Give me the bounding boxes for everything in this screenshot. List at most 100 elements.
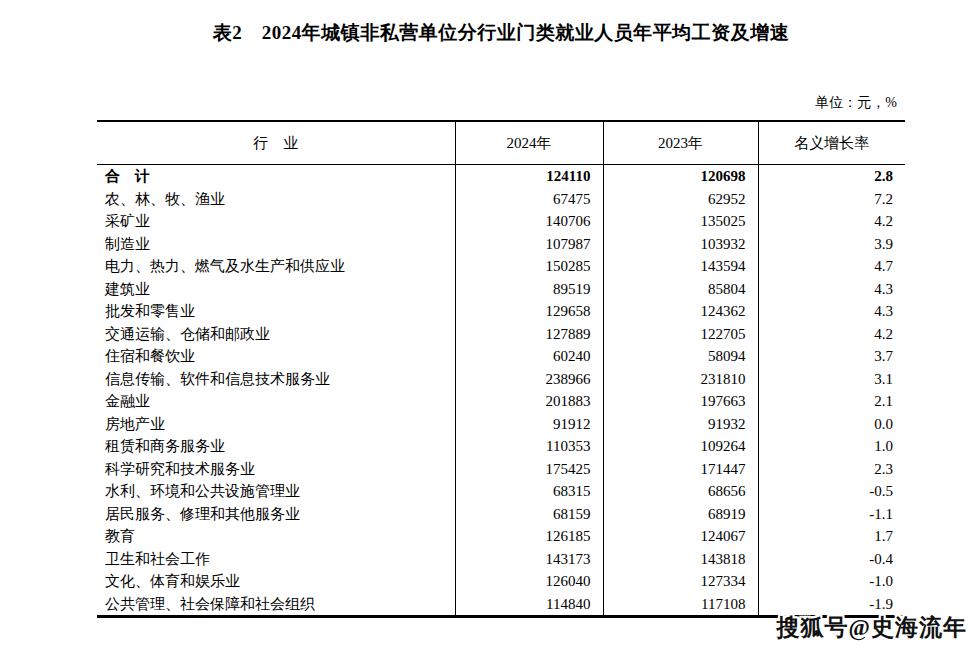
unit-note: 单位：元，% (97, 94, 897, 112)
page-root: { "page": { "title": "表2 2024年城镇非私营单位分行业… (0, 0, 969, 655)
table-body: 合 计 124110 120698 2.8 农、林、牧、渔业 67475 629… (97, 165, 905, 617)
value-2024-cell: 150285 (455, 255, 603, 278)
table-row: 卫生和社会工作 143173 143818 -0.4 (97, 548, 905, 571)
value-2024-cell: 143173 (455, 548, 603, 571)
table-row: 信息传输、软件和信息技术服务业 238966 231810 3.1 (97, 368, 905, 391)
table-row: 合 计 124110 120698 2.8 (97, 165, 905, 188)
wage-table: 行 业 2024年 2023年 名义增长率 合 计 124110 120698 … (97, 120, 905, 618)
growth-rate-cell: 4.2 (758, 323, 905, 346)
table-row: 采矿业 140706 135025 4.2 (97, 210, 905, 233)
growth-rate-cell: -1.1 (758, 503, 905, 526)
value-2024-cell: 60240 (455, 345, 603, 368)
growth-rate-cell: -0.4 (758, 548, 905, 571)
value-2024-cell: 126185 (455, 525, 603, 548)
growth-rate-cell: -1.0 (758, 570, 905, 593)
value-2024-cell: 140706 (455, 210, 603, 233)
table-row: 居民服务、修理和其他服务业 68159 68919 -1.1 (97, 503, 905, 526)
value-2024-cell: 127889 (455, 323, 603, 346)
value-2023-cell: 68656 (603, 480, 758, 503)
industry-name-cell: 电力、热力、燃气及水生产和供应业 (97, 255, 455, 278)
industry-name-cell: 水利、环境和公共设施管理业 (97, 480, 455, 503)
growth-rate-cell: 2.1 (758, 390, 905, 413)
value-2024-cell: 129658 (455, 300, 603, 323)
value-2023-cell: 124067 (603, 525, 758, 548)
table-row: 建筑业 89519 85804 4.3 (97, 278, 905, 301)
column-header-growth: 名义增长率 (758, 121, 905, 165)
value-2023-cell: 68919 (603, 503, 758, 526)
industry-name-cell: 建筑业 (97, 278, 455, 301)
table-row: 教育 126185 124067 1.7 (97, 525, 905, 548)
growth-rate-cell: 1.0 (758, 435, 905, 458)
growth-rate-cell: 4.7 (758, 255, 905, 278)
growth-rate-cell: 4.3 (758, 278, 905, 301)
table-row: 农、林、牧、渔业 67475 62952 7.2 (97, 188, 905, 211)
table-row: 文化、体育和娱乐业 126040 127334 -1.0 (97, 570, 905, 593)
value-2024-cell: 114840 (455, 593, 603, 617)
growth-rate-cell: 2.8 (758, 165, 905, 188)
industry-name-cell: 教育 (97, 525, 455, 548)
industry-name-cell: 信息传输、软件和信息技术服务业 (97, 368, 455, 391)
column-header-2024: 2024年 (455, 121, 603, 165)
table-row: 批发和零售业 129658 124362 4.3 (97, 300, 905, 323)
value-2024-cell: 68159 (455, 503, 603, 526)
industry-name-cell: 金融业 (97, 390, 455, 413)
industry-name-cell: 房地产业 (97, 413, 455, 436)
table-row: 租赁和商务服务业 110353 109264 1.0 (97, 435, 905, 458)
growth-rate-cell: 0.0 (758, 413, 905, 436)
industry-name-cell: 农、林、牧、渔业 (97, 188, 455, 211)
value-2023-cell: 231810 (603, 368, 758, 391)
value-2023-cell: 103932 (603, 233, 758, 256)
industry-name-cell: 公共管理、社会保障和社会组织 (97, 593, 455, 617)
table-row: 交通运输、仓储和邮政业 127889 122705 4.2 (97, 323, 905, 346)
growth-rate-cell: 3.1 (758, 368, 905, 391)
value-2024-cell: 67475 (455, 188, 603, 211)
table-row: 制造业 107987 103932 3.9 (97, 233, 905, 256)
value-2023-cell: 85804 (603, 278, 758, 301)
watermark-text: 搜狐号@史海流年 (777, 612, 967, 643)
growth-rate-cell: 4.2 (758, 210, 905, 233)
page-title: 表2 2024年城镇非私营单位分行业门类就业人员年平均工资及增速 (97, 20, 905, 46)
value-2023-cell: 117108 (603, 593, 758, 617)
value-2023-cell: 127334 (603, 570, 758, 593)
value-2023-cell: 62952 (603, 188, 758, 211)
industry-name-cell: 制造业 (97, 233, 455, 256)
value-2023-cell: 143818 (603, 548, 758, 571)
growth-rate-cell: 1.7 (758, 525, 905, 548)
column-header-industry: 行 业 (97, 121, 455, 165)
column-header-2023: 2023年 (603, 121, 758, 165)
industry-name-cell: 批发和零售业 (97, 300, 455, 323)
value-2024-cell: 126040 (455, 570, 603, 593)
table-header-row: 行 业 2024年 2023年 名义增长率 (97, 121, 905, 165)
table-row: 电力、热力、燃气及水生产和供应业 150285 143594 4.7 (97, 255, 905, 278)
value-2023-cell: 124362 (603, 300, 758, 323)
value-2023-cell: 171447 (603, 458, 758, 481)
table-row: 科学研究和技术服务业 175425 171447 2.3 (97, 458, 905, 481)
growth-rate-cell: 7.2 (758, 188, 905, 211)
growth-rate-cell: 3.7 (758, 345, 905, 368)
table-row: 金融业 201883 197663 2.1 (97, 390, 905, 413)
value-2023-cell: 58094 (603, 345, 758, 368)
value-2023-cell: 120698 (603, 165, 758, 188)
value-2023-cell: 135025 (603, 210, 758, 233)
table-row: 水利、环境和公共设施管理业 68315 68656 -0.5 (97, 480, 905, 503)
value-2024-cell: 68315 (455, 480, 603, 503)
value-2023-cell: 122705 (603, 323, 758, 346)
value-2024-cell: 201883 (455, 390, 603, 413)
industry-name-cell: 居民服务、修理和其他服务业 (97, 503, 455, 526)
value-2024-cell: 238966 (455, 368, 603, 391)
industry-name-cell: 采矿业 (97, 210, 455, 233)
table-header: 行 业 2024年 2023年 名义增长率 (97, 121, 905, 165)
value-2023-cell: 197663 (603, 390, 758, 413)
value-2024-cell: 110353 (455, 435, 603, 458)
growth-rate-cell: -0.5 (758, 480, 905, 503)
value-2024-cell: 89519 (455, 278, 603, 301)
industry-name-cell: 交通运输、仓储和邮政业 (97, 323, 455, 346)
industry-name-cell: 合 计 (97, 165, 455, 188)
industry-name-cell: 文化、体育和娱乐业 (97, 570, 455, 593)
industry-name-cell: 租赁和商务服务业 (97, 435, 455, 458)
value-2023-cell: 143594 (603, 255, 758, 278)
value-2024-cell: 175425 (455, 458, 603, 481)
industry-name-cell: 住宿和餐饮业 (97, 345, 455, 368)
industry-name-cell: 科学研究和技术服务业 (97, 458, 455, 481)
table-row: 住宿和餐饮业 60240 58094 3.7 (97, 345, 905, 368)
